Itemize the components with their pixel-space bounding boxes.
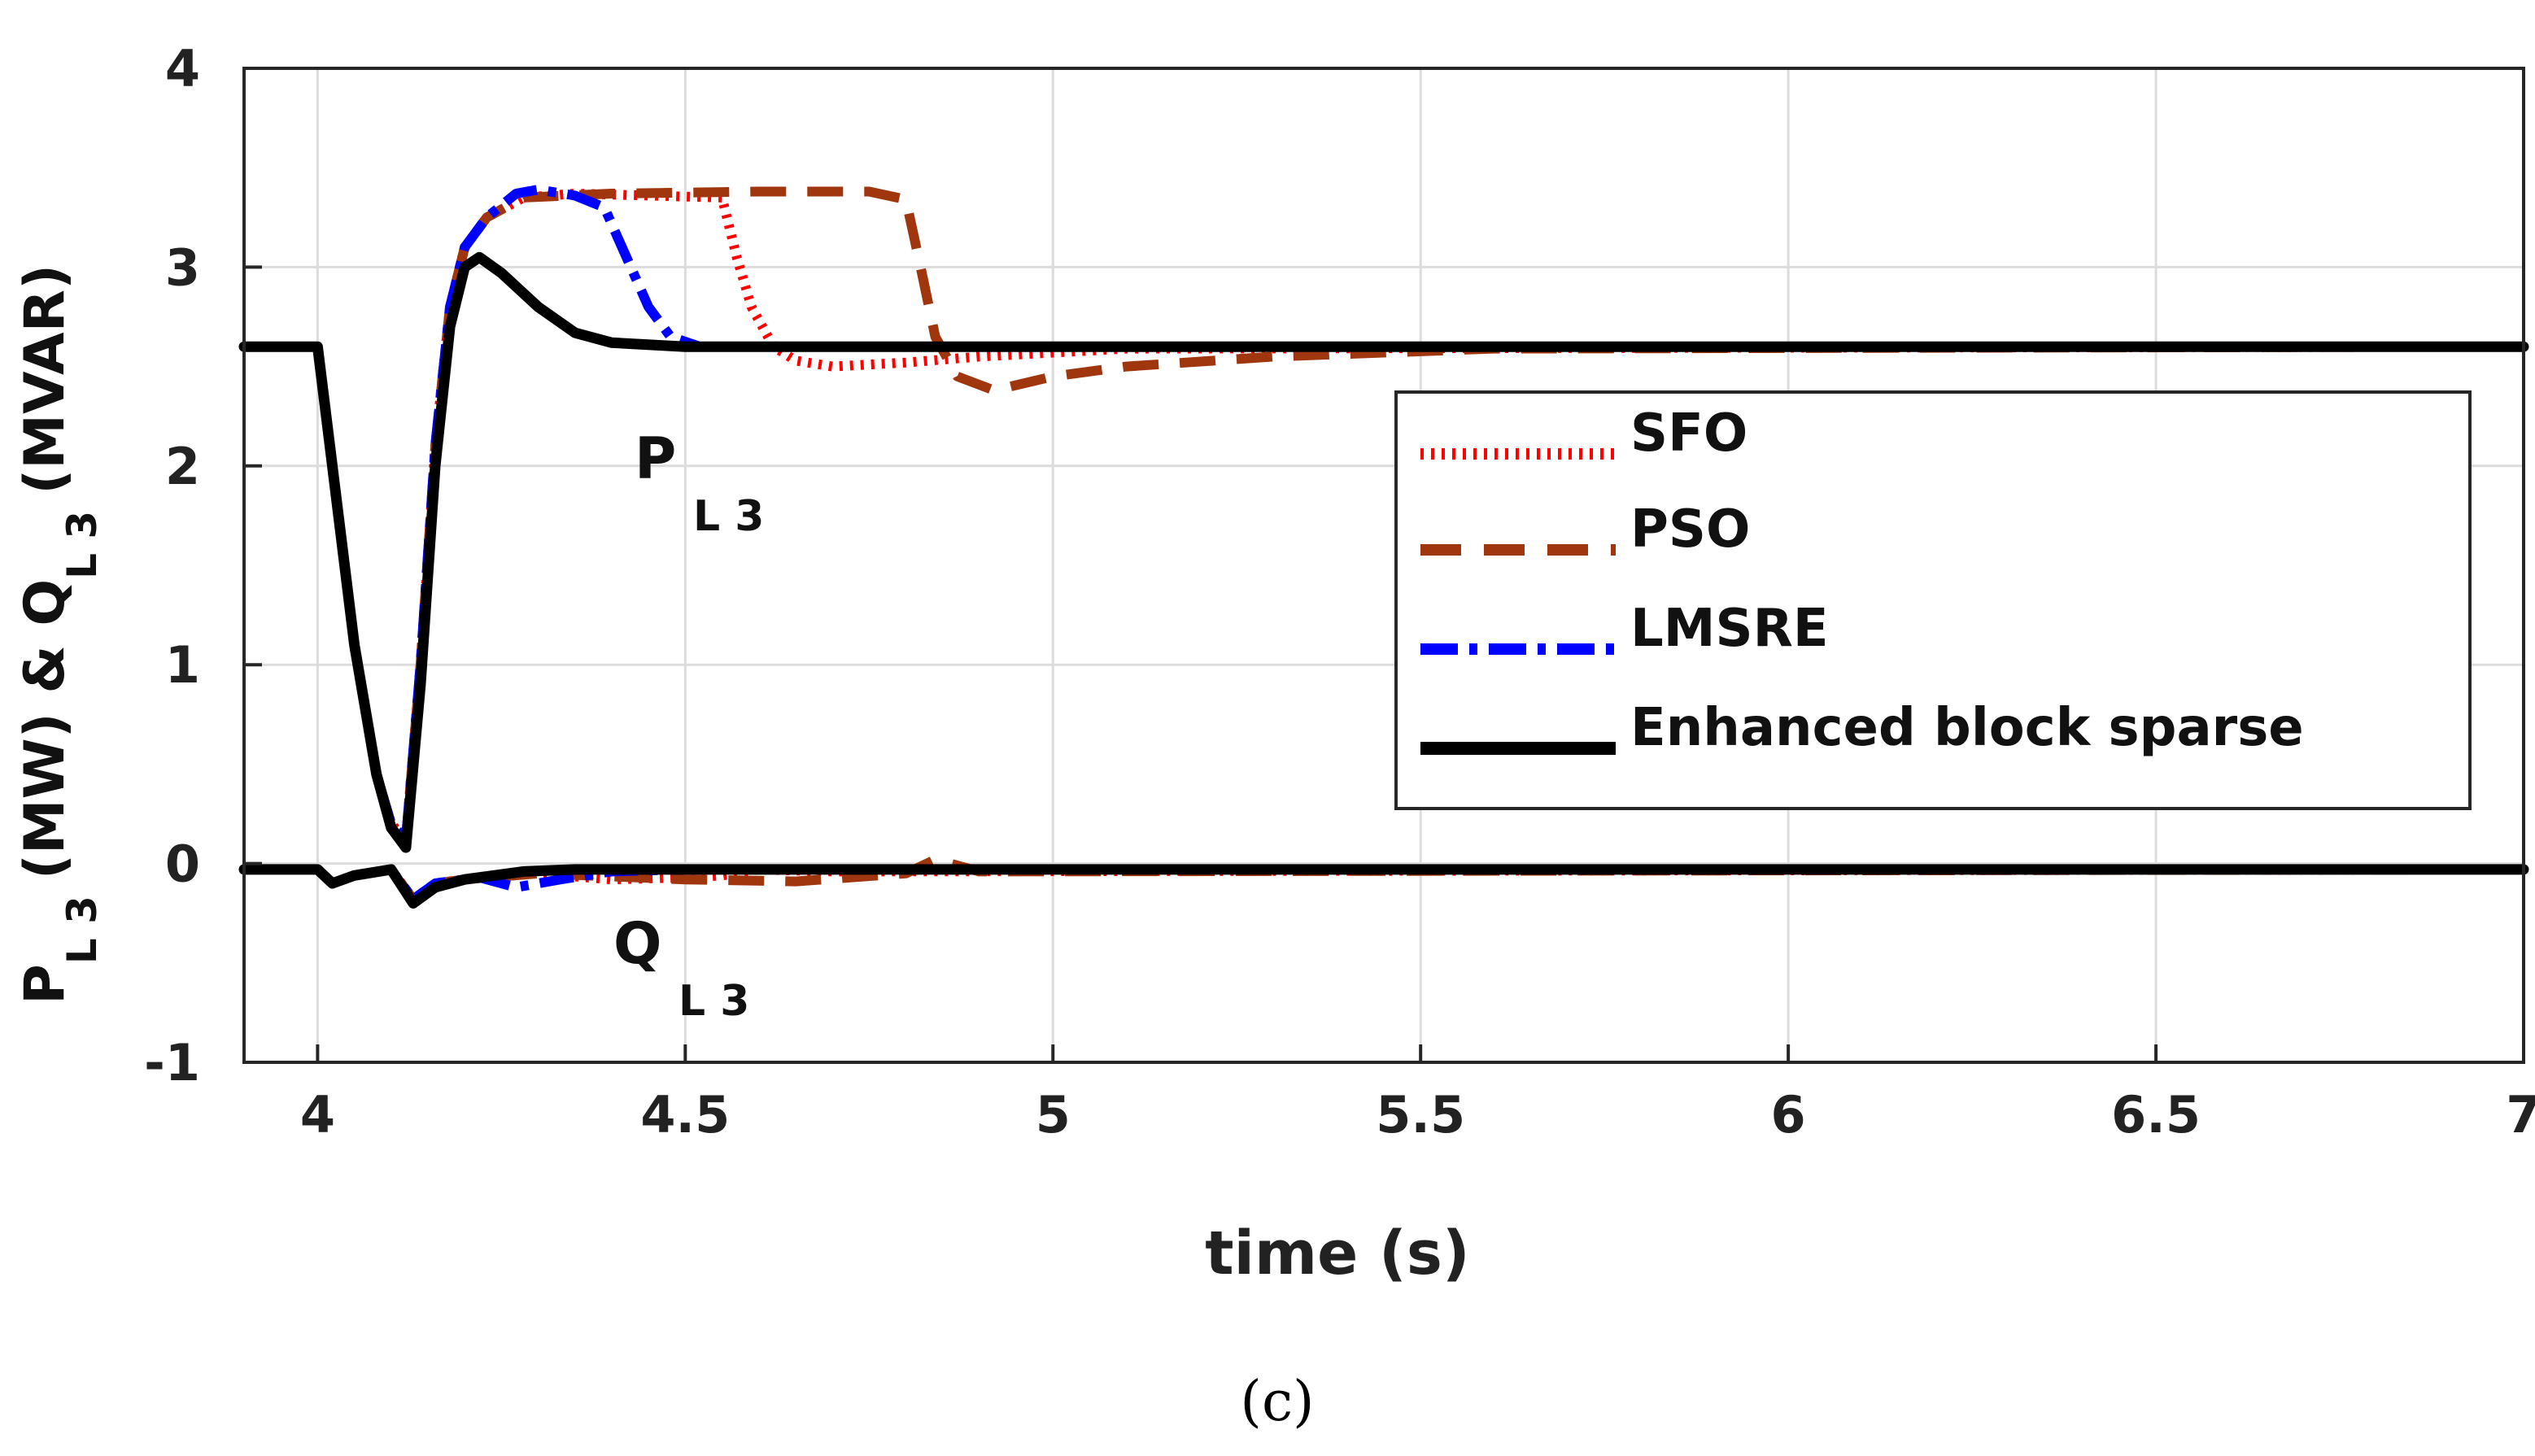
y-label-p-sub: L 3: [59, 896, 106, 964]
svg-text:PL 3(MW) & QL 3(MVAR): PL 3(MW) & QL 3(MVAR): [13, 264, 106, 1005]
y-label-q-sub: L 3: [59, 511, 106, 579]
series-line-sfo-p: [244, 189, 2524, 845]
annotation-q-l3: Q L 3: [613, 910, 749, 1026]
series-line-enhanced-block-sparse-q: [238, 864, 2529, 909]
x-tick-label: 7: [2506, 1085, 2535, 1144]
annotation-p-l3: P L 3: [635, 425, 764, 541]
legend-label-pso: PSO: [1630, 499, 1750, 560]
series-line-enhanced-block-sparse-p: [238, 251, 2529, 853]
x-tick-label: 5.5: [1376, 1085, 1465, 1144]
plot-frame: [242, 67, 2525, 1064]
annotation-q-sub: L 3: [678, 977, 749, 1026]
x-tick-label: 4: [300, 1085, 335, 1144]
series-lines: [238, 185, 2529, 909]
axis-ticks: 4 4.5 5 5.5 6 6.5 7 -1 0 1 2 3 4: [144, 39, 2535, 1144]
y-label-p: P: [13, 964, 77, 1005]
x-tick-label: 6.5: [2111, 1085, 2201, 1144]
x-axis-label: time (s): [1205, 1218, 1469, 1288]
legend-label-lmsre: LMSRE: [1630, 599, 1829, 659]
y-tick-label: 4: [165, 39, 200, 98]
legend-item-enhanced-block-sparse: Enhanced block sparse: [1420, 698, 2304, 758]
figure-caption: (c): [1240, 1370, 1314, 1434]
legend-label-sfo: SFO: [1630, 403, 1747, 464]
annotation-p-main: P: [635, 425, 676, 492]
legend: SFO PSO LMSRE Enhanced block sparse: [1394, 390, 2472, 810]
annotation-q-main: Q: [613, 910, 662, 977]
y-tick-label: 2: [165, 437, 200, 496]
y-axis-label: PL 3(MW) & QL 3(MVAR): [13, 264, 106, 1005]
y-label-mvar: (MVAR): [13, 264, 77, 495]
y-tick-label: 3: [165, 238, 200, 297]
legend-item-lmsre: LMSRE: [1420, 599, 1829, 659]
y-tick-label: -1: [144, 1033, 200, 1092]
legend-box: [1394, 390, 2472, 810]
x-tick-label: 6: [1771, 1085, 1806, 1144]
x-tick-label: 4.5: [640, 1085, 730, 1144]
y-tick-label: 0: [165, 835, 200, 894]
x-tick-label: 5: [1036, 1085, 1071, 1144]
legend-item-pso: PSO: [1420, 499, 1750, 560]
legend-label-enhanced-block-sparse: Enhanced block sparse: [1630, 698, 2304, 758]
annotation-p-sub: L 3: [693, 492, 764, 541]
legend-item-sfo: SFO: [1420, 403, 1747, 464]
y-tick-label: 1: [165, 635, 200, 695]
y-label-mw-q: (MW) & Q: [13, 579, 77, 879]
